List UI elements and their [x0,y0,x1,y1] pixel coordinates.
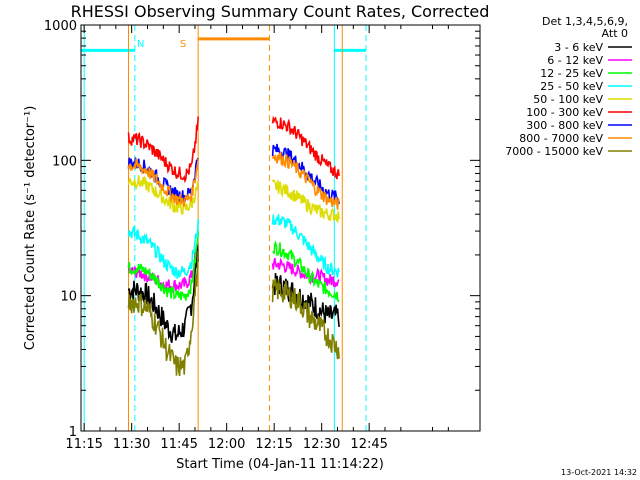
y-tick-label-0: 1 [69,425,77,440]
x-tick-label-3: 12:00 [208,437,245,452]
annotation-N: N [137,39,144,50]
legend-label-8: 7000 - 15000 keV [505,145,603,158]
chart-title: RHESSI Observing Summary Count Rates, Co… [71,2,490,21]
series-line-3-2 [271,214,340,278]
x-tick-label-0: 11:15 [65,437,102,452]
series-line-0-2 [271,272,340,328]
y-tick-label-3: 1000 [44,19,77,34]
legend-label-1: 6 - 12 keV [547,54,603,67]
series-line-4-2 [271,179,340,224]
series-line-8-2 [271,278,340,360]
axis-layer: 11:15 11:30 11:45 12:00 12:15 12:30 12:45 1 10 10… [44,19,481,452]
series-line-2-1 [127,230,199,301]
legend-label-2: 12 - 25 keV [540,67,603,80]
legend-label-3: 25 - 50 keV [540,80,603,93]
series-line-5-1 [127,116,199,184]
legend-header-0: Det 1,3,4,5,6,9, [542,15,628,28]
y-axis-label: Corrected Count Rate (s⁻¹ detector⁻¹) [23,106,38,351]
x-tick-label-5: 12:30 [303,437,340,452]
annotation-S: S [180,39,186,50]
plot-frame [80,24,481,432]
footer-date: 13-Oct-2021 14:32 [561,468,637,477]
legend-header-1: Att 0 [602,27,628,40]
legend-label-6: 300 - 800 keV [526,119,603,132]
legend-label-7: 800 - 7000 keV [519,132,603,145]
series-line-7-2 [271,151,340,210]
series-line-8-1 [127,250,199,377]
x-tick-label-4: 12:15 [255,437,292,452]
y-tick-label-2: 100 [52,154,77,169]
x-tick-label-2: 11:45 [160,437,197,452]
series-line-7-1 [127,157,199,207]
series-line-4-1 [127,175,199,215]
x-tick-label-6: 12:45 [350,437,387,452]
series-line-6-2 [271,143,340,205]
x-tick-label-1: 11:30 [113,437,150,452]
y-tick-label-1: 10 [60,290,77,305]
legend-label-5: 100 - 300 keV [526,106,603,119]
series-line-5-2 [271,115,340,180]
series-line-2-2 [272,240,340,303]
legend-label-0: 3 - 6 keV [554,41,603,54]
x-axis-label: Start Time (04-Jan-11 11:14:22) [176,457,384,472]
series-line-3-1 [127,219,199,279]
legend-label-4: 50 - 100 keV [533,93,603,106]
series-layer [127,115,340,377]
